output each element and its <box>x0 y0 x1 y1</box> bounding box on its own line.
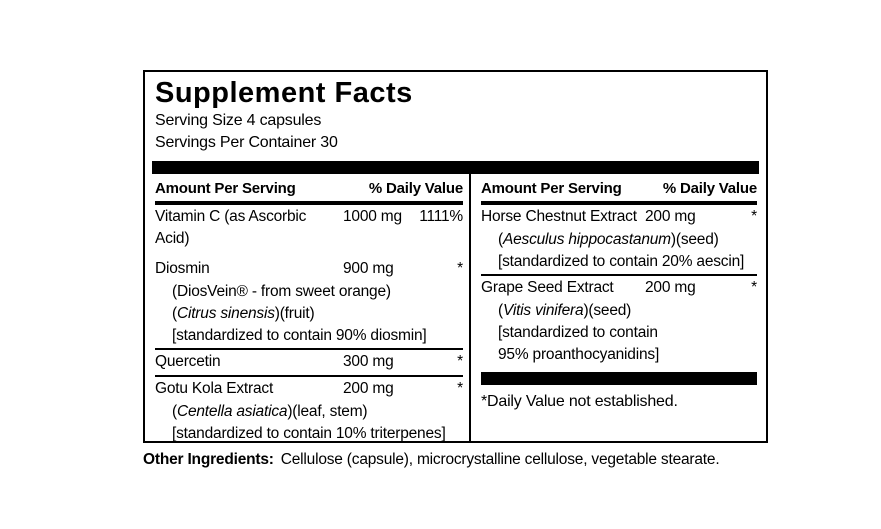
subline-text: ( <box>172 305 177 322</box>
latin-name: Aesculus hippocastanum <box>502 231 671 248</box>
ingredient-dv: * <box>751 279 757 296</box>
ingredient-amount: 200 mg <box>645 208 696 225</box>
footnote-divider-bar <box>481 372 757 385</box>
subline-text: [standardized to contain 90% diosmin] <box>172 327 427 344</box>
left-dv-header: % Daily Value <box>368 180 463 197</box>
other-ingredients: Other Ingredients: Cellulose (capsule), m… <box>143 449 720 470</box>
row-horse-chestnut: Horse Chestnut Extract 200 mg * <box>481 205 757 229</box>
daily-value-footnote: *Daily Value not established. <box>481 393 678 410</box>
subline-text: ( <box>498 231 503 248</box>
facts-columns: Amount Per Serving % Daily Value Vitamin… <box>152 174 759 442</box>
subline-text: ( <box>498 302 503 319</box>
ingredient-dv: * <box>457 260 463 277</box>
row-gotu-kola: Gotu Kola Extract 200 mg * <box>155 375 463 401</box>
latin-name: Vitis vinifera <box>502 302 584 319</box>
subline-text: )(seed) <box>670 231 719 248</box>
subline-text: )(fruit) <box>274 305 315 322</box>
left-amount-header: Amount Per Serving <box>155 180 296 197</box>
ingredient-dv: 1111% <box>419 208 463 225</box>
subline-text: [standardized to contain 10% triterpenes… <box>172 425 446 442</box>
right-column-header: Amount Per Serving % Daily Value <box>481 174 757 205</box>
header-divider-bar <box>152 161 759 174</box>
diosmin-source-line: (DiosVein® - from sweet orange) <box>155 281 463 303</box>
row-diosmin: Diosmin 900 mg * <box>155 257 463 281</box>
subline-text: ( <box>172 403 177 420</box>
other-ingredients-label: Other Ingredients: <box>143 451 274 468</box>
subline-text: )(seed) <box>583 302 632 319</box>
latin-name: Centella asiatica <box>176 403 288 420</box>
right-amount-header: Amount Per Serving <box>481 180 622 197</box>
ingredient-dv: * <box>457 380 463 397</box>
grape-seed-latin-line: (Vitis vinifera)(seed) <box>481 300 757 322</box>
row-quercetin: Quercetin 300 mg * <box>155 348 463 374</box>
ingredient-name: Gotu Kola Extract <box>155 380 274 397</box>
subline-text: [standardized to contain <box>498 324 658 341</box>
ingredient-amount: 300 mg <box>343 353 394 370</box>
subline-text: )(leaf, stem) <box>287 403 368 420</box>
horse-chestnut-latin-line: (Aesculus hippocastanum)(seed) <box>481 229 757 251</box>
diosmin-standardized-line: [standardized to contain 90% diosmin] <box>155 325 463 347</box>
diosmin-latin-line: (Citrus sinensis)(fruit) <box>155 303 463 325</box>
row-grape-seed: Grape Seed Extract 200 mg * <box>481 274 757 300</box>
ingredient-dv: * <box>457 353 463 370</box>
ingredient-amount: 200 mg <box>645 279 696 296</box>
right-dv-header: % Daily Value <box>662 180 757 197</box>
ingredient-name: Horse Chestnut Extract <box>481 208 637 225</box>
ingredient-name: Vitamin C (as Ascorbic Acid) <box>155 208 307 247</box>
ingredient-name: Diosmin <box>155 260 210 277</box>
left-column: Amount Per Serving % Daily Value Vitamin… <box>152 174 469 442</box>
grape-seed-standardized-line-2: 95% proanthocyanidins] <box>481 344 757 366</box>
latin-name: Citrus sinensis <box>176 305 275 322</box>
grape-seed-standardized-line-1: [standardized to contain <box>481 322 757 344</box>
supplement-facts-panel: Supplement Facts Serving Size 4 capsules… <box>143 70 768 443</box>
ingredient-dv: * <box>751 208 757 225</box>
horse-chestnut-standardized-line: [standardized to contain 20% aescin] <box>481 251 757 273</box>
left-column-header: Amount Per Serving % Daily Value <box>155 174 463 205</box>
ingredient-amount: 1000 mg <box>343 208 402 225</box>
other-ingredients-text: Cellulose (capsule), microcrystalline ce… <box>280 451 720 468</box>
subline-text: (DiosVein® - from sweet orange) <box>172 283 391 300</box>
subline-text: [standardized to contain 20% aescin] <box>498 253 745 270</box>
subline-text: 95% proanthocyanidins] <box>498 346 660 363</box>
servings-per-container: Servings Per Container 30 <box>155 134 338 151</box>
ingredient-amount: 900 mg <box>343 260 394 277</box>
gotu-kola-latin-line: (Centella asiatica)(leaf, stem) <box>155 401 463 423</box>
ingredient-name: Grape Seed Extract <box>481 279 614 296</box>
gotu-kola-standardized-line: [standardized to contain 10% triterpenes… <box>155 423 463 445</box>
serving-size: Serving Size 4 capsules <box>155 112 322 129</box>
row-vitamin-c: Vitamin C (as Ascorbic Acid) 1000 mg 111… <box>155 205 463 251</box>
ingredient-amount: 200 mg <box>343 380 394 397</box>
ingredient-name: Quercetin <box>155 353 221 370</box>
right-column: Amount Per Serving % Daily Value Horse C… <box>469 174 759 441</box>
page-title: Supplement Facts <box>155 77 413 109</box>
